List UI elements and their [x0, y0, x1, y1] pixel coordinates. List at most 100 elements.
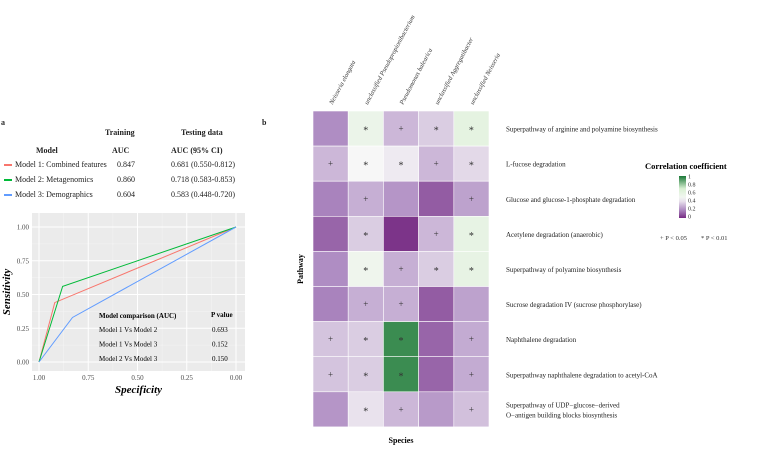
roc-curve: [38, 226, 237, 363]
heatmap-cell: [312, 251, 349, 287]
significance-mark: *: [399, 336, 404, 347]
pathway-label-line: Sucrose degradation IV (sucrose phosphor…: [506, 301, 642, 309]
model-header: Model: [36, 146, 58, 155]
heatmap-cell: [383, 145, 419, 182]
pathway-label: Superpathway of arginine and polyamine b…: [506, 126, 658, 134]
legend-line-icon: [4, 164, 12, 166]
heatmap-cell: [418, 321, 455, 358]
colorbar-tick-label: 0: [688, 215, 691, 221]
panel-b-label: b: [262, 118, 267, 127]
heatmap-cell: [347, 180, 384, 217]
heatmap-cell: [312, 145, 349, 182]
colorbar-tick-label: 0.8: [688, 183, 696, 189]
significance-mark: +: [328, 159, 333, 169]
heatmap-cell: [347, 110, 384, 147]
significance-mark: +: [363, 194, 368, 204]
y-tick-label: 0.75: [17, 257, 30, 265]
heatmap-cell: [418, 356, 455, 393]
species-label: Pseudomonas balearica: [398, 47, 434, 106]
model-name: Model 1: Combined features: [15, 160, 107, 169]
testing-auc: 0.583 (0.448-0.720): [171, 190, 235, 199]
heatmap-cell: [453, 391, 490, 428]
y-tick-label: 0.00: [17, 359, 30, 367]
roc-chart: 1.00 0.75 0.50 0.25 0.00 0.00 0.25 0.50 0.75 1.00…: [1, 213, 245, 396]
significance-mark: *: [434, 126, 439, 137]
significance-mark: +: [469, 369, 474, 379]
training-header: Training: [105, 128, 135, 137]
panel-a-label: a: [1, 118, 5, 127]
significance-mark: *: [434, 266, 439, 277]
comparison-label: Model 2 Vs Model 3: [99, 355, 158, 363]
significance-mark: +: [398, 124, 403, 134]
legend-sig-001: * P < 0.01: [701, 235, 728, 242]
pathway-label: Acetylene degradation (anaerobic): [506, 231, 603, 239]
colorbar-tick-label: 0.6: [688, 191, 696, 197]
pathway-label-line: Naphthalene degradation: [506, 336, 577, 344]
heatmap-cell: [312, 391, 349, 428]
heatmap-cell: [418, 286, 455, 322]
significance-mark: *: [469, 161, 474, 172]
pathway-label-line: Superpathway of UDP−glucose−derived: [506, 401, 620, 409]
comparison-p-value: 0.693: [212, 326, 228, 334]
significance-mark: *: [363, 161, 368, 172]
testing-auc: 0.681 (0.550-0.812): [171, 160, 235, 169]
pathway-label: L-fucose degradation: [506, 161, 566, 169]
heatmap-cell: [347, 251, 384, 287]
pathway-label-line: Superpathway of arginine and polyamine b…: [506, 126, 658, 134]
heatmap-cell: [383, 216, 419, 252]
colorbar-tick-label: 0.4: [688, 199, 696, 205]
significance-mark: +: [469, 334, 474, 344]
comparison-label: Model 1 Vs Model 3: [99, 341, 158, 349]
species-label: Neisseria elongata: [328, 59, 358, 106]
testing-auc: 0.718 (0.583-0.853): [171, 175, 235, 184]
significance-mark: +: [398, 404, 403, 414]
pathway-label: Glucose and glucose-1-phosphate degradat…: [506, 196, 636, 204]
testing-header: Testing data: [181, 128, 223, 137]
significance-mark: *: [363, 266, 368, 277]
p-value-header: P value: [211, 311, 233, 319]
significance-mark: *: [363, 336, 368, 347]
legend-sig-005: + P < 0.05: [660, 235, 687, 242]
x-tick-label: 0.00: [230, 374, 243, 382]
colorbar-tick-label: 1: [688, 175, 691, 181]
pathway-label: Superpathway of polyamine biosynthesis: [506, 266, 622, 274]
significance-mark: *: [469, 126, 474, 137]
pathway-label: Sucrose degradation IV (sucrose phosphor…: [506, 301, 642, 309]
heatmap-cell: [312, 321, 349, 358]
heatmap-cell: [418, 180, 455, 217]
significance-mark: *: [363, 231, 368, 242]
heatmap-cell: [312, 110, 349, 147]
heatmap-cell: [418, 251, 455, 287]
significance-mark: +: [469, 194, 474, 204]
y-tick-label: 0.25: [17, 325, 30, 333]
training-auc: 0.847: [117, 160, 135, 169]
y-axis-title: Sensitivity: [1, 269, 13, 316]
significance-mark: +: [469, 404, 474, 414]
model-name: Model 2: Metagenomics: [15, 175, 94, 184]
heatmap-cell: [383, 356, 419, 393]
significance-mark: +: [434, 229, 439, 239]
testing-auc-header: AUC (95% CI): [171, 146, 223, 155]
legend-line-icon: [4, 194, 12, 196]
pathway-label-line: Glucose and glucose-1-phosphate degradat…: [506, 196, 636, 204]
pathway-label-line: Acetylene degradation (anaerobic): [506, 231, 603, 239]
comparison-header: Model comparison (AUC): [99, 312, 177, 320]
species-label: unclassified Neisseria: [469, 52, 502, 106]
legend-line-icon: [4, 179, 12, 181]
significance-mark: *: [363, 406, 368, 417]
heatmap-cell: [383, 180, 419, 217]
model-name: Model 3: Demographics: [15, 190, 93, 199]
roc-curve: [38, 226, 237, 363]
comparison-p-value: 0.152: [212, 341, 228, 349]
significance-mark: *: [469, 231, 474, 242]
y-axis-title: Pathway: [296, 254, 305, 284]
significance-mark: +: [434, 159, 439, 169]
colorbar: [679, 176, 686, 218]
significance-mark: +: [328, 334, 333, 344]
significance-mark: *: [363, 126, 368, 137]
significance-mark: *: [399, 161, 404, 172]
significance-mark: +: [398, 264, 403, 274]
legend-title: Correlation coefficient: [645, 161, 727, 171]
heatmap-cell: [383, 286, 419, 322]
